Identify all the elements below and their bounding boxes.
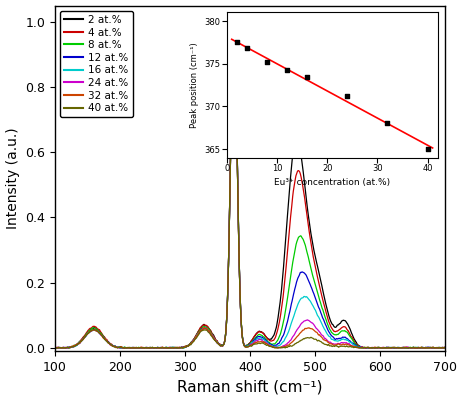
X-axis label: Raman shift (cm⁻¹): Raman shift (cm⁻¹) <box>177 380 323 394</box>
4 at.% <box>231 20 237 24</box>
32 at.% <box>443 345 448 350</box>
4 at.% <box>435 345 441 350</box>
4 at.% <box>120 345 125 350</box>
12 at.% <box>443 345 448 350</box>
32 at.% <box>52 345 57 350</box>
12 at.% <box>97 331 102 336</box>
40 at.% <box>219 343 225 348</box>
8 at.% <box>202 324 207 329</box>
24 at.% <box>52 346 57 350</box>
12 at.% <box>120 345 125 350</box>
2 at.% <box>120 346 125 350</box>
4 at.% <box>53 346 58 350</box>
32 at.% <box>120 345 125 350</box>
2 at.% <box>393 345 399 350</box>
24 at.% <box>219 344 225 348</box>
Line: 2 at.%: 2 at.% <box>55 22 445 348</box>
2 at.% <box>97 329 102 334</box>
4 at.% <box>202 323 207 328</box>
2 at.% <box>52 346 57 350</box>
Line: 8 at.%: 8 at.% <box>55 22 445 348</box>
Line: 40 at.%: 40 at.% <box>55 22 445 348</box>
12 at.% <box>52 346 57 350</box>
32 at.% <box>202 326 207 331</box>
Line: 16 at.%: 16 at.% <box>55 22 445 348</box>
16 at.% <box>219 343 225 348</box>
16 at.% <box>443 345 448 350</box>
Y-axis label: Intensity (a.u.): Intensity (a.u.) <box>6 128 19 229</box>
4 at.% <box>97 328 102 332</box>
32 at.% <box>435 346 441 350</box>
16 at.% <box>120 346 125 350</box>
40 at.% <box>120 345 125 350</box>
8 at.% <box>393 346 399 350</box>
32 at.% <box>53 346 59 350</box>
24 at.% <box>202 326 207 331</box>
24 at.% <box>435 345 441 350</box>
16 at.% <box>202 326 207 331</box>
8 at.% <box>53 346 58 350</box>
12 at.% <box>231 19 237 24</box>
2 at.% <box>219 342 225 347</box>
16 at.% <box>435 346 441 350</box>
4 at.% <box>443 345 448 350</box>
40 at.% <box>443 345 448 350</box>
16 at.% <box>231 20 237 24</box>
24 at.% <box>393 346 399 350</box>
40 at.% <box>97 331 102 336</box>
32 at.% <box>97 331 102 336</box>
12 at.% <box>202 326 207 330</box>
40 at.% <box>52 346 57 350</box>
32 at.% <box>231 20 237 24</box>
40 at.% <box>393 346 399 350</box>
8 at.% <box>443 346 448 350</box>
4 at.% <box>393 346 399 350</box>
24 at.% <box>443 345 448 350</box>
8 at.% <box>120 345 125 350</box>
Line: 12 at.%: 12 at.% <box>55 22 445 348</box>
24 at.% <box>231 20 237 24</box>
40 at.% <box>202 328 207 332</box>
16 at.% <box>97 331 102 336</box>
16 at.% <box>393 346 399 350</box>
32 at.% <box>219 344 225 348</box>
4 at.% <box>52 344 57 349</box>
2 at.% <box>435 345 441 350</box>
8 at.% <box>219 343 225 348</box>
4 at.% <box>219 343 225 348</box>
12 at.% <box>219 343 225 348</box>
Line: 32 at.%: 32 at.% <box>55 22 445 348</box>
40 at.% <box>231 20 237 24</box>
16 at.% <box>52 346 57 350</box>
12 at.% <box>435 345 441 350</box>
8 at.% <box>231 20 237 24</box>
40 at.% <box>435 345 441 350</box>
8 at.% <box>52 345 57 350</box>
24 at.% <box>97 330 102 335</box>
32 at.% <box>393 345 399 350</box>
Legend: 2 at.%, 4 at.%, 8 at.%, 12 at.%, 16 at.%, 24 at.%, 32 at.%, 40 at.%: 2 at.%, 4 at.%, 8 at.%, 12 at.%, 16 at.%… <box>60 11 132 117</box>
12 at.% <box>393 346 399 350</box>
Line: 4 at.%: 4 at.% <box>55 22 445 348</box>
2 at.% <box>443 346 448 350</box>
2 at.% <box>202 323 207 328</box>
Line: 24 at.%: 24 at.% <box>55 22 445 348</box>
2 at.% <box>231 20 237 24</box>
8 at.% <box>435 346 441 350</box>
8 at.% <box>97 330 102 335</box>
24 at.% <box>120 346 125 350</box>
